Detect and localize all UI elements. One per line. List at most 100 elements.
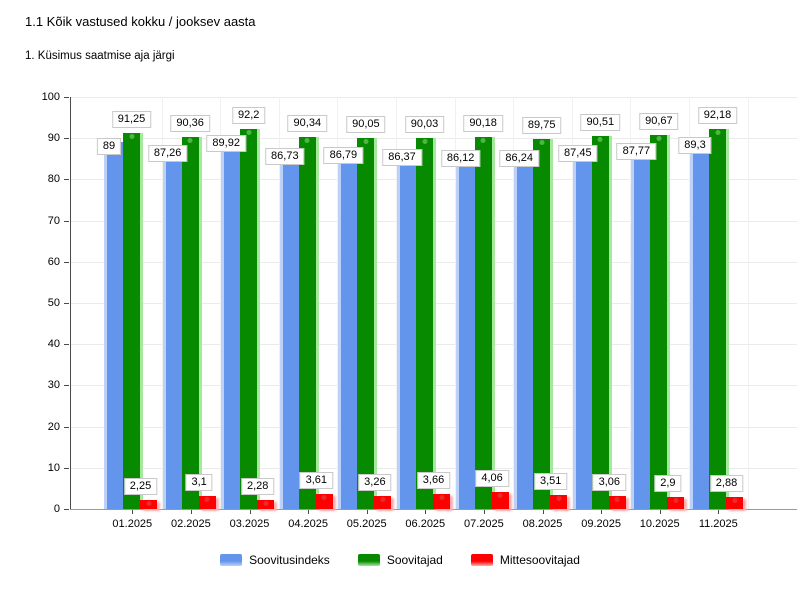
x-axis-label: 04.2025 [288, 518, 328, 530]
legend-label: Mittesoovitajad [499, 553, 580, 567]
gridline-horizontal [70, 138, 797, 140]
y-axis-tick [64, 344, 69, 346]
gridline-vertical [278, 97, 280, 509]
x-axis-tick [425, 510, 427, 514]
bar-gloss-dot [656, 136, 662, 142]
y-axis-line [70, 97, 71, 509]
y-axis-tick [64, 220, 69, 222]
value-label: 89 [96, 138, 122, 156]
bar-gloss-dot [246, 130, 252, 136]
chart-subtitle: 1. Küsimus saatmise aja järgi [25, 50, 175, 62]
gridline-vertical [454, 97, 456, 509]
bar-soovitusindeks [634, 147, 651, 509]
bar-soovitusindeks [224, 138, 241, 509]
y-axis-label: 10 [47, 461, 60, 474]
y-axis-label: 20 [47, 420, 60, 433]
value-label: 2,25 [123, 477, 158, 495]
bar-gloss-dot [614, 497, 620, 503]
y-axis-tick [64, 509, 69, 510]
x-axis-label: 09.2025 [581, 518, 621, 530]
bar-soovitajad [650, 135, 668, 509]
bar-gloss-dot [422, 139, 427, 145]
x-axis-label: 01.2025 [112, 518, 153, 530]
gridline-vertical [689, 97, 690, 509]
y-axis-tick [64, 467, 69, 469]
value-label: 90,18 [463, 115, 503, 133]
x-axis-tick [659, 510, 661, 514]
bar-soovitajad [709, 129, 726, 509]
x-axis-tick [366, 510, 368, 514]
bar-gloss-dot [439, 494, 444, 500]
bar-mittesoovitajad [140, 499, 157, 509]
bar-mittesoovitajad [433, 493, 450, 509]
legend-label: Soovitusindeks [249, 553, 330, 567]
x-axis-label: 08.2025 [522, 518, 563, 530]
value-label: 87,45 [558, 144, 598, 162]
bar-gloss-dot [539, 140, 545, 146]
legend-swatch-blue [220, 554, 243, 566]
chart-legend: Soovitusindeks Soovitajad Mittesoovitaja… [0, 553, 800, 567]
y-axis-tick [64, 385, 69, 387]
legend-item-soovitajad[interactable]: Soovitajad [357, 553, 443, 567]
gridline-horizontal [70, 261, 797, 263]
x-axis-label: 05.2025 [346, 518, 387, 530]
value-label: 3,06 [592, 474, 627, 492]
x-axis-tick [190, 510, 192, 514]
bar-gloss-dot [263, 500, 269, 506]
y-axis-label: 0 [53, 503, 60, 515]
value-label: 3,51 [533, 472, 568, 490]
bar-soovitajad [298, 136, 316, 509]
value-label: 90,36 [170, 114, 210, 132]
bar-soovitajad [123, 133, 140, 509]
bar-soovitusindeks [165, 149, 182, 509]
value-label: 92,18 [697, 107, 738, 125]
value-label: 2,9 [654, 475, 682, 493]
value-label: 90,67 [639, 113, 679, 131]
legend-item-soovitusindeks[interactable]: Soovitusindeks [220, 553, 330, 567]
bar-gloss-dot [597, 137, 603, 143]
value-label: 3,1 [185, 474, 213, 492]
value-label: 87,26 [147, 145, 188, 163]
bar-gloss-dot [732, 498, 737, 504]
bar-mittesoovitajad [257, 499, 275, 509]
gridline-horizontal [70, 385, 797, 387]
value-label: 87,77 [616, 143, 657, 161]
x-axis-label: 03.2025 [229, 518, 270, 530]
bar-soovitajad [357, 137, 375, 509]
bar-mittesoovitajad [608, 496, 626, 509]
x-axis-tick [483, 510, 485, 514]
y-axis-tick [64, 138, 69, 140]
gridline-horizontal [70, 344, 797, 346]
bar-soovitusindeks [400, 153, 416, 509]
value-label: 89,75 [521, 117, 562, 135]
x-axis-tick [132, 510, 134, 514]
gridline-vertical [747, 97, 749, 509]
bar-mittesoovitajad [726, 497, 743, 509]
x-axis-label: 10.2025 [639, 518, 680, 530]
legend-item-mittesoovitajad[interactable]: Mittesoovitajad [470, 553, 580, 567]
bar-gloss-dot [187, 137, 193, 143]
x-axis-tick [249, 510, 251, 514]
bar-mittesoovitajad [667, 497, 685, 509]
value-label: 86,73 [265, 147, 305, 165]
bar-mittesoovitajad [374, 495, 392, 509]
value-label: 89,92 [206, 134, 246, 152]
bar-soovitusindeks [107, 142, 123, 509]
bar-soovitusindeks [575, 148, 592, 509]
bar-soovitajad [240, 129, 258, 509]
bar-gloss-dot [673, 498, 679, 504]
bar-mittesoovitajad [315, 494, 333, 509]
bar-gloss-dot [715, 130, 720, 136]
bar-soovitusindeks [282, 151, 299, 509]
gridline-vertical [571, 97, 573, 509]
value-label: 89,3 [678, 137, 712, 155]
gridline-horizontal [70, 220, 797, 222]
bar-mittesoovitajad [198, 496, 216, 509]
gridline-horizontal [70, 179, 797, 181]
bar-gloss-dot [146, 500, 151, 506]
y-axis-label: 90 [47, 132, 60, 145]
bar-soovitusindeks [458, 154, 475, 509]
gridline-vertical [161, 97, 163, 509]
